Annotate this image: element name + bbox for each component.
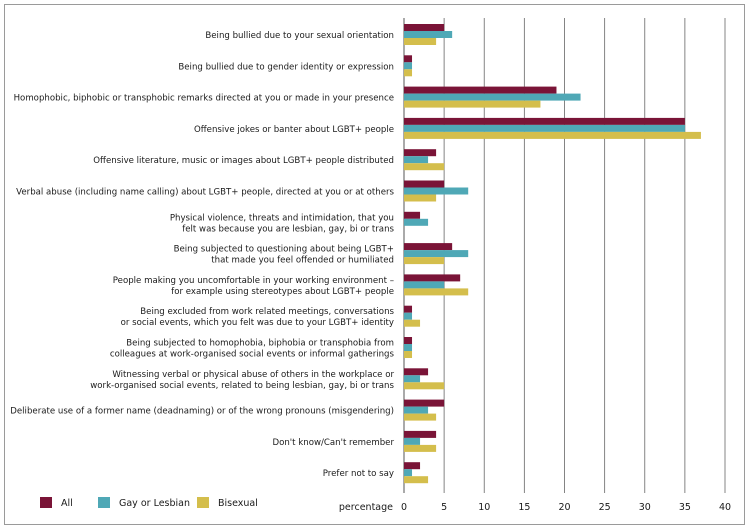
x-tick-label: 5 [441, 502, 447, 513]
bar [404, 194, 437, 202]
bar [404, 69, 413, 77]
bar [404, 180, 445, 188]
bar [404, 312, 413, 320]
bar [404, 344, 413, 351]
bar [404, 368, 429, 376]
category-label: Homophobic, biphobic or transphobic rema… [14, 94, 394, 104]
legend-label: Gay or Lesbian [119, 498, 190, 509]
x-tick-label: 30 [639, 502, 651, 513]
bar [404, 257, 445, 265]
category-label: Being bullied due to gender identity or … [178, 62, 394, 72]
x-tick-label: 15 [518, 502, 530, 513]
bar [404, 437, 421, 445]
category-label: Deliberate use of a former name (deadnam… [10, 407, 394, 417]
bar [404, 31, 453, 38]
bars [404, 24, 701, 484]
category-label: that made you feel offended or humiliate… [211, 256, 394, 266]
bar [404, 117, 685, 125]
bar [404, 351, 413, 358]
bar [404, 149, 437, 157]
x-axis-label: percentage [339, 502, 393, 513]
bar [404, 406, 429, 414]
bar [404, 288, 469, 296]
x-tick-label: 20 [558, 502, 570, 513]
chart-frame [4, 4, 745, 525]
category-label: Being subjected to homophobia, biphobia … [126, 339, 394, 349]
category-label: People making you uncomfortable in your … [113, 276, 394, 286]
legend-swatch [197, 497, 209, 508]
bar [404, 274, 461, 282]
bar [404, 444, 437, 452]
bar [404, 124, 685, 132]
category-label: felt was because you are lesbian, gay, b… [182, 224, 394, 234]
bar [404, 375, 421, 383]
legend-swatch [98, 497, 110, 508]
x-tick-label: 40 [719, 502, 731, 513]
legend-label: Bisexual [218, 498, 258, 509]
category-label: Witnessing verbal or physical abuse of o… [112, 370, 394, 380]
category-label: or social events, which you felt was due… [121, 318, 394, 328]
x-tick-label: 10 [478, 502, 490, 513]
bar [404, 462, 421, 470]
x-tick-label: 35 [679, 502, 691, 513]
x-axis: percentage 0 5 10 15 20 25 30 35 40 [339, 502, 731, 513]
bar [404, 156, 429, 164]
bar [404, 399, 445, 407]
legend-label: All [61, 498, 73, 509]
x-tick-label: 25 [599, 502, 611, 513]
bar [404, 187, 469, 195]
bar [404, 55, 413, 63]
bar [404, 86, 557, 94]
category-labels: Being bullied due to your sexual orienta… [10, 31, 394, 479]
x-tick-label: 0 [401, 502, 407, 513]
category-label: Offensive literature, music or images ab… [93, 156, 394, 166]
bar [404, 476, 429, 484]
bar [404, 211, 421, 219]
bar [404, 382, 445, 390]
bar [404, 218, 429, 226]
bar [404, 430, 437, 438]
bar [404, 100, 541, 108]
legend-swatch [40, 497, 52, 508]
bar [404, 24, 445, 31]
category-label: Prefer not to say [323, 469, 394, 479]
bar [404, 131, 701, 139]
bar [404, 469, 413, 477]
bar [404, 281, 445, 289]
category-label: for example using stereotypes about LGBT… [171, 287, 394, 297]
category-label: Physical violence, threats and intimidat… [170, 213, 394, 223]
bar [404, 62, 413, 70]
category-label: Being subjected to questioning about bei… [174, 245, 394, 255]
bar [404, 243, 453, 251]
category-label: Don't know/Can't remember [272, 438, 394, 448]
bar [404, 305, 413, 313]
bar [404, 337, 413, 344]
bar [404, 413, 437, 421]
category-label: colleagues at work-organised social even… [110, 350, 395, 360]
category-label: work-organised social events, related to… [90, 381, 394, 391]
category-label: Being bullied due to your sexual orienta… [205, 31, 394, 41]
bar [404, 250, 469, 258]
category-label: Offensive jokes or banter about LGBT+ pe… [194, 125, 394, 135]
legend: All Gay or Lesbian Bisexual [40, 497, 258, 509]
bar [404, 93, 581, 101]
bar [404, 163, 445, 171]
bar [404, 319, 421, 327]
bar [404, 38, 437, 45]
category-label: Verbal abuse (including name calling) ab… [16, 188, 394, 198]
category-label: Being excluded from work related meeting… [140, 307, 394, 317]
